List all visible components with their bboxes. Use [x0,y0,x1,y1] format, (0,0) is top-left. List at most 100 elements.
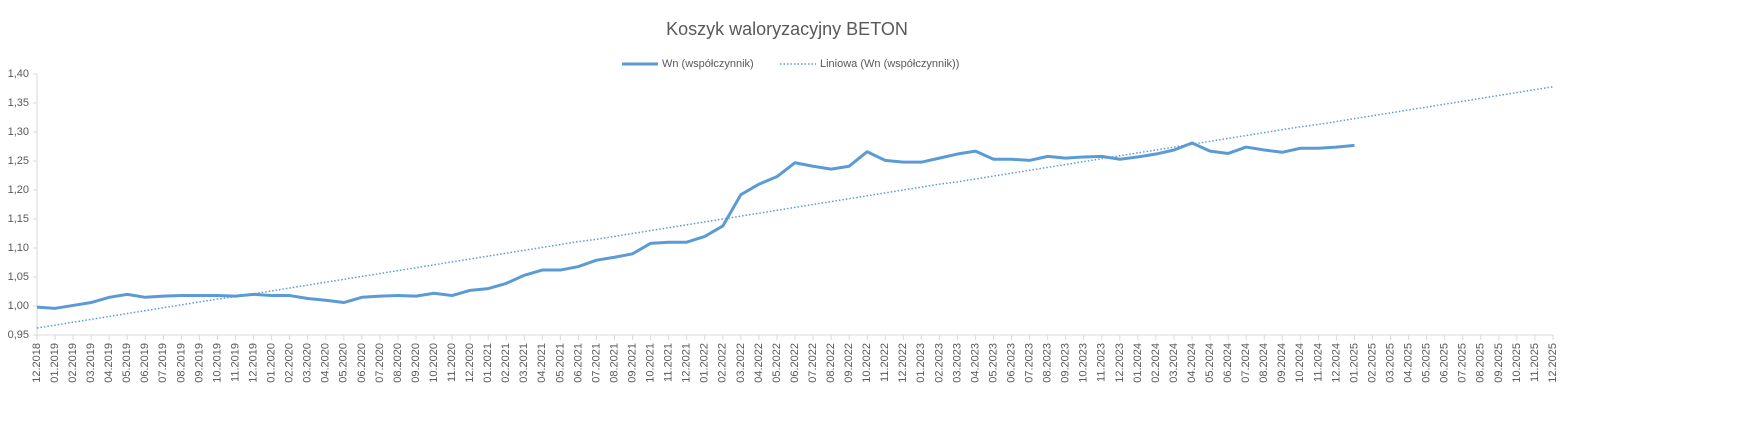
x-tick-label: 02.2022 [717,343,729,383]
x-tick-label: 02.2024 [1150,343,1162,383]
x-tick-label: 01.2021 [482,343,494,383]
y-tick-label: 0,95 [8,329,29,341]
x-tick-label: 06.2019 [139,343,151,383]
x-tick-label: 04.2023 [969,343,981,383]
y-tick-label: 1,25 [8,155,29,167]
x-tick-label: 04.2025 [1403,343,1415,383]
x-tick-label: 08.2022 [825,343,837,383]
x-tick-label: 11.2019 [229,343,241,382]
legend-label: Wn (współczynnik) [662,58,754,70]
x-tick-label: 12.2019 [247,343,259,383]
x-tick-label: 11.2024 [1312,343,1324,382]
x-tick-label: 03.2022 [735,343,747,383]
x-tick-label: 08.2024 [1258,343,1270,383]
x-tick-label: 09.2021 [626,343,638,383]
x-tick-label: 01.2024 [1132,343,1144,383]
y-tick-label: 1,00 [8,300,29,312]
x-tick-label: 06.2022 [789,343,801,383]
x-tick-label: 11.2025 [1529,343,1541,382]
x-tick-label: 01.2022 [699,343,711,383]
x-tick-label: 06.2024 [1222,343,1234,383]
x-tick-label: 03.2019 [85,343,97,383]
x-tick-label: 07.2025 [1457,343,1469,383]
x-tick-label: 05.2020 [338,343,350,383]
x-tick-label: 05.2025 [1421,343,1433,383]
x-tick-label: 10.2024 [1294,343,1306,383]
x-tick-label: 12.2020 [464,343,476,383]
series-line [36,141,1355,310]
x-tick-label: 05.2021 [554,343,566,383]
x-tick-label: 04.2019 [103,343,115,383]
x-tick-label: 08.2023 [1042,343,1054,383]
y-tick-label: 1,35 [8,97,29,109]
x-tick-label: 12.2025 [1547,343,1559,383]
y-tick-label: 1,10 [8,242,29,254]
x-tick-label: 07.2020 [374,343,386,383]
x-tick-label: 09.2025 [1493,343,1505,383]
x-tick-label: 12.2021 [681,343,693,383]
x-tick-label: 08.2025 [1475,343,1487,383]
y-tick-label: 1,30 [8,126,29,138]
x-tick-label: 09.2023 [1060,343,1072,383]
x-tick-label: 04.2020 [320,343,332,383]
x-tick-label: 07.2021 [590,343,602,383]
x-tick-label: 09.2019 [193,343,205,383]
x-tick-label: 10.2022 [861,343,873,383]
y-tick-label: 1,40 [8,68,29,80]
x-tick-label: 02.2019 [67,343,79,383]
x-tick-label: 07.2019 [157,343,169,383]
x-tick-label: 12.2018 [31,343,43,383]
x-tick-label: 08.2021 [608,343,620,383]
legend-label: Liniowa (Wn (współczynnik)) [820,58,959,70]
x-tick-label: 09.2022 [843,343,855,383]
x-tick-label: 12.2024 [1330,343,1342,383]
x-tick-label: 02.2021 [500,343,512,383]
x-tick-label: 04.2024 [1186,343,1198,383]
x-tick-label: 10.2019 [211,343,223,383]
x-tick-label: 10.2020 [428,343,440,383]
x-tick-label: 06.2025 [1439,343,1451,383]
x-tick-label: 04.2022 [753,343,765,383]
x-tick-label: 10.2023 [1078,343,1090,383]
x-tick-label: 02.2023 [933,343,945,383]
x-tick-label: 12.2022 [897,343,909,383]
x-tick-label: 07.2022 [807,343,819,383]
x-tick-label: 03.2023 [951,343,963,383]
x-tick-label: 03.2021 [518,343,530,383]
x-tick-label: 06.2020 [356,343,368,383]
x-tick-label: 01.2025 [1348,343,1360,383]
trend-line [36,86,1554,329]
x-tick-label: 02.2020 [284,343,296,383]
x-tick-label: 11.2022 [879,343,891,382]
x-tick-label: 05.2023 [987,343,999,383]
y-tick-label: 1,05 [8,271,29,283]
x-tick-label: 01.2023 [915,343,927,383]
x-tick-label: 11.2023 [1096,343,1108,382]
x-tick-label: 07.2023 [1024,343,1036,383]
y-tick-label: 1,20 [8,184,29,196]
x-tick-label: 10.2021 [645,343,657,383]
x-tick-label: 10.2025 [1511,343,1523,383]
x-tick-label: 06.2021 [572,343,584,383]
x-tick-label: 05.2019 [121,343,133,383]
x-tick-label: 08.2020 [392,343,404,383]
x-tick-label: 03.2025 [1384,343,1396,383]
x-tick-label: 01.2020 [266,343,278,383]
x-tick-label: 12.2023 [1114,343,1126,383]
x-tick-label: 02.2025 [1366,343,1378,383]
x-tick-label: 05.2022 [771,343,783,383]
x-tick-label: 06.2023 [1005,343,1017,383]
x-tick-label: 03.2024 [1168,343,1180,383]
x-tick-label: 05.2024 [1204,343,1216,383]
x-tick-label: 11.2020 [446,343,458,382]
x-tick-label: 09.2020 [410,343,422,383]
chart-title: Koszyk waloryzacyjny BETON [666,19,908,39]
x-tick-label: 03.2020 [302,343,314,383]
x-tick-label: 01.2019 [49,343,61,383]
x-tick-label: 09.2024 [1276,343,1288,383]
x-tick-label: 07.2024 [1240,343,1252,383]
x-tick-label: 04.2021 [536,343,548,383]
y-tick-label: 1,15 [8,213,29,225]
x-tick-label: 08.2019 [175,343,187,383]
